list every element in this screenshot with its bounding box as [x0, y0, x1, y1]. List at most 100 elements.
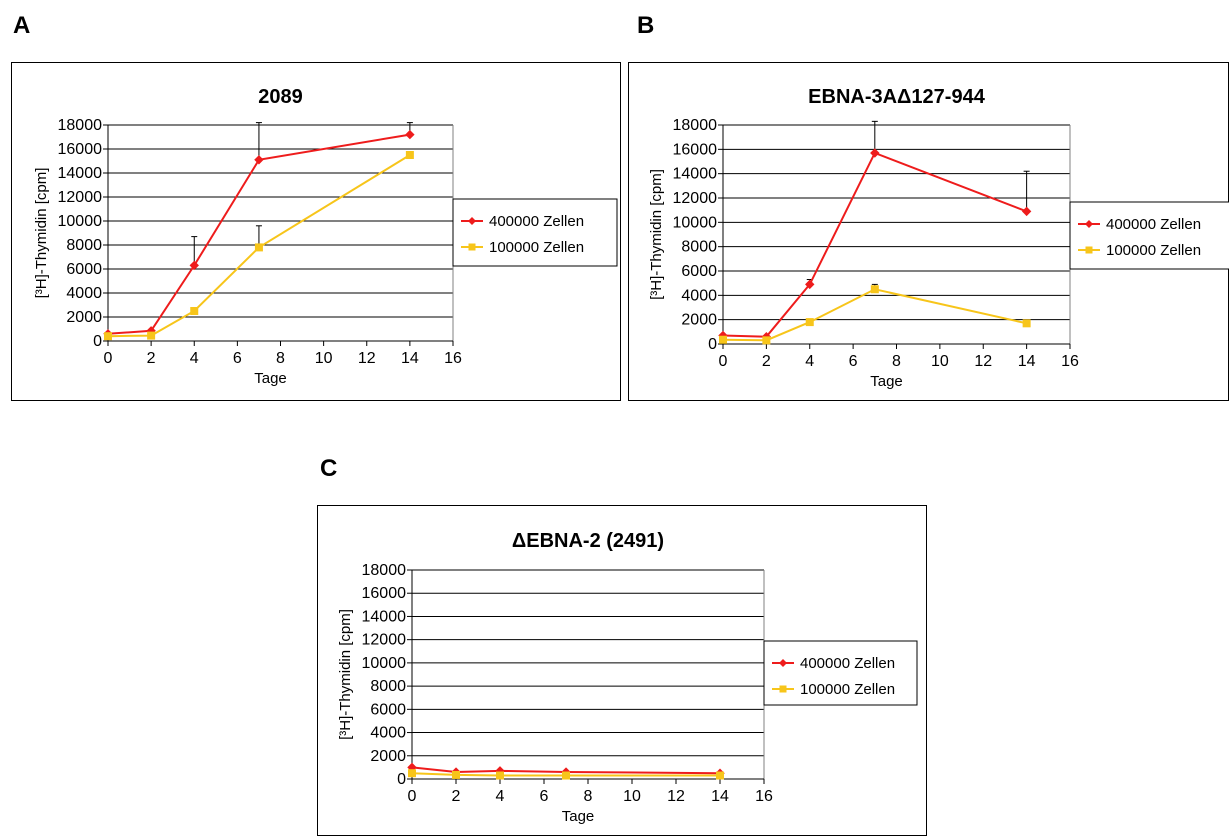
y-tick-label: 6000	[681, 263, 717, 280]
x-tick-label: 16	[755, 788, 773, 805]
data-point-400000	[254, 155, 264, 165]
x-tick-label: 2	[452, 788, 461, 805]
data-point-400000	[405, 129, 415, 140]
y-tick-label: 2000	[681, 312, 717, 329]
data-point-400000	[189, 260, 199, 271]
x-tick-label: 14	[711, 788, 729, 805]
y-tick-label: 10000	[362, 655, 407, 672]
x-tick-label: 0	[104, 350, 113, 367]
legend-label: 400000 Zellen	[1106, 216, 1201, 233]
y-tick-label: 8000	[66, 237, 102, 254]
x-tick-label: 10	[315, 350, 333, 367]
chart-b-svg: EBNA-3AΔ127-9440200040006000800010000120…	[648, 86, 1229, 390]
chart-title: EBNA-3AΔ127-944	[808, 86, 986, 108]
chart-panel-b: EBNA-3AΔ127-944 0 2000 4000 6000 8000 10000 120…	[628, 62, 1229, 401]
x-tick-label: 14	[401, 350, 419, 367]
legend-label: 400000 Zellen	[489, 213, 584, 230]
x-tick-label: 16	[444, 350, 462, 367]
panel-letter-b: B	[637, 12, 655, 39]
chart-panel-c: ΔEBNA-2 (2491) 0 2000 4000 6000 8000 10000 1200…	[317, 505, 927, 836]
data-point-100000	[452, 770, 460, 779]
y-tick-label: 18000	[673, 117, 718, 134]
legend-marker-diamond	[1085, 220, 1093, 228]
y-tick-label: 6000	[370, 701, 406, 718]
data-point-100000	[496, 771, 504, 780]
data-point-400000	[805, 279, 815, 290]
y-tick-label: 8000	[681, 239, 717, 256]
x-axis-label: Tage	[254, 370, 287, 387]
chart-panel-a: 2089 0 2000 4000 6000 8000 10000 12000 14000 1600…	[11, 62, 621, 401]
y-axis-label: [³H]-Thymidin [cpm]	[33, 168, 50, 299]
chart-title: ΔEBNA-2 (2491)	[512, 530, 664, 552]
x-tick-label: 4	[496, 788, 505, 805]
data-point-400000	[1021, 206, 1032, 217]
legend-label: 400000 Zellen	[800, 655, 895, 672]
y-tick-label: 16000	[673, 141, 718, 158]
data-point-100000	[716, 771, 724, 780]
x-tick-label: 12	[667, 788, 685, 805]
series-line-400000	[722, 151, 1027, 338]
y-tick-label: 14000	[362, 608, 407, 625]
y-tick-label: 18000	[362, 562, 407, 579]
chart-title: 2089	[258, 86, 303, 108]
x-tick-label: 0	[719, 353, 728, 370]
y-tick-label: 16000	[58, 141, 103, 158]
y-axis-label: [³H]-Thymidin [cpm]	[648, 169, 665, 300]
legend-marker-square	[779, 685, 787, 693]
y-tick-label: 12000	[58, 189, 103, 206]
y-tick-label: 12000	[362, 632, 407, 649]
x-tick-label: 8	[892, 353, 901, 370]
x-axis-label: Tage	[870, 373, 903, 390]
y-tick-label: 16000	[362, 585, 407, 602]
data-point-100000	[254, 243, 263, 252]
y-tick-label: 12000	[673, 190, 718, 207]
data-point-100000	[805, 318, 814, 327]
data-point-100000	[870, 285, 879, 294]
y-tick-label: 10000	[673, 214, 718, 231]
y-tick-label: 4000	[681, 287, 717, 304]
legend-label: 100000 Zellen	[489, 239, 584, 256]
data-point-400000	[870, 148, 880, 158]
y-tick-label: 18000	[58, 117, 103, 134]
x-tick-label: 6	[540, 788, 549, 805]
y-tick-label: 4000	[66, 285, 102, 302]
x-tick-label: 12	[974, 353, 992, 370]
legend-box	[763, 640, 918, 706]
y-tick-label: 4000	[370, 725, 406, 742]
x-tick-label: 6	[849, 353, 858, 370]
data-point-100000	[408, 769, 416, 778]
y-tick-label: 2000	[370, 748, 406, 765]
data-point-100000	[147, 331, 156, 340]
x-tick-label: 4	[190, 350, 199, 367]
x-tick-label: 0	[408, 788, 417, 805]
chart-c-svg: ΔEBNA-2 (2491) 0 2000 4000 6000 8000 10000 1200…	[337, 530, 918, 825]
x-axis-label: Tage	[562, 808, 595, 825]
legend-box	[1069, 201, 1229, 270]
panel-letter-a: A	[13, 12, 31, 39]
legend-marker-diamond	[468, 217, 476, 225]
legend-marker-diamond	[779, 659, 787, 667]
y-tick-label: 0	[397, 771, 406, 788]
y-tick-label: 14000	[673, 166, 718, 183]
data-point-100000	[762, 336, 771, 345]
x-tick-label: 6	[233, 350, 242, 367]
legend-label: 100000 Zellen	[1106, 242, 1201, 259]
legend-marker-square	[468, 243, 476, 251]
legend-box	[452, 198, 618, 267]
x-tick-label: 4	[805, 353, 814, 370]
y-axis-label: [³H]-Thymidin [cpm]	[337, 609, 354, 740]
chart-a-svg: 2089 0 2000 4000 6000 8000 10000 12000 14000 1600…	[33, 86, 618, 387]
x-tick-label: 2	[147, 350, 156, 367]
y-tick-label: 0	[93, 333, 102, 350]
legend-label: 100000 Zellen	[800, 681, 895, 698]
y-tick-label: 14000	[58, 165, 103, 182]
y-tick-label: 0	[708, 336, 717, 353]
x-tick-label: 8	[584, 788, 593, 805]
data-point-100000	[719, 335, 727, 344]
y-tick-label: 6000	[66, 261, 102, 278]
x-tick-label: 14	[1018, 353, 1036, 370]
y-tick-label: 8000	[370, 678, 406, 695]
y-tick-label: 10000	[58, 213, 103, 230]
data-point-100000	[405, 151, 414, 159]
x-tick-label: 2	[762, 353, 771, 370]
